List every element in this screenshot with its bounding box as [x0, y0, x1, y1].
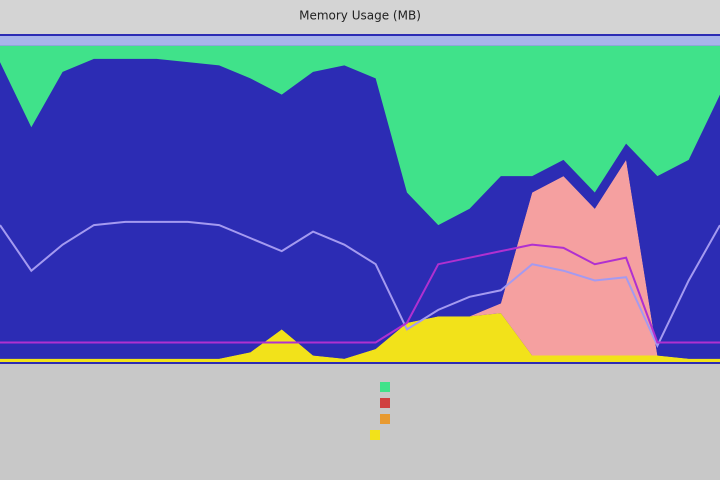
area — [0, 313, 720, 362]
line — [0, 243, 720, 344]
area — [0, 45, 720, 226]
legend-swatch — [380, 398, 390, 408]
area — [0, 159, 720, 359]
legend-swatch — [380, 414, 390, 424]
stats-panel — [0, 364, 720, 480]
area — [0, 58, 720, 359]
line — [0, 220, 720, 349]
legend-swatch — [380, 382, 390, 392]
chart-title: Memory Usage (MB) — [299, 9, 421, 23]
legend-swatch — [370, 430, 380, 440]
area — [0, 36, 720, 46]
plot — [0, 36, 720, 362]
title-bar — [0, 0, 720, 34]
